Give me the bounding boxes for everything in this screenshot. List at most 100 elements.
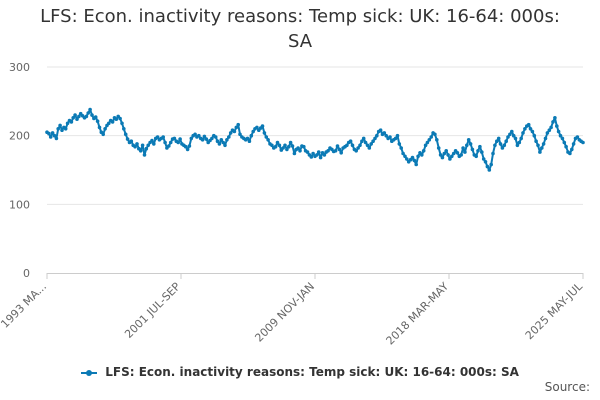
- data-point: [281, 146, 285, 150]
- data-point: [213, 135, 218, 139]
- data-point: [511, 133, 516, 138]
- data-point: [219, 138, 224, 142]
- data-point: [47, 131, 51, 136]
- data-point: [575, 135, 580, 139]
- data-point: [311, 151, 315, 156]
- data-point: [435, 138, 439, 142]
- data-point: [414, 162, 419, 167]
- data-point: [122, 127, 126, 131]
- data-point: [495, 139, 499, 143]
- data-point: [438, 153, 443, 157]
- data-point: [510, 129, 514, 134]
- data-point: [63, 127, 68, 131]
- data-point: [120, 121, 124, 126]
- data-point: [350, 143, 355, 148]
- data-point: [403, 154, 407, 159]
- data-point: [367, 146, 372, 150]
- data-point: [187, 144, 192, 148]
- data-point: [225, 138, 229, 142]
- data-point: [185, 147, 190, 152]
- data-point: [172, 136, 177, 141]
- data-point: [421, 149, 426, 153]
- data-point: [463, 150, 467, 154]
- data-point: [568, 151, 572, 156]
- data-point: [118, 116, 122, 121]
- data-point: [382, 131, 387, 135]
- data-point: [255, 125, 259, 130]
- data-point: [416, 154, 420, 159]
- data-point: [251, 129, 255, 134]
- data-point: [318, 155, 323, 160]
- data-point: [553, 116, 557, 120]
- data-point: [326, 149, 330, 153]
- data-point: [410, 155, 415, 160]
- data-point: [358, 143, 362, 148]
- data-point: [420, 153, 424, 157]
- data-point: [200, 138, 205, 142]
- data-point: [436, 146, 441, 150]
- data-point: [65, 121, 70, 126]
- data-point: [474, 154, 479, 159]
- data-point: [363, 140, 368, 145]
- x-tick-label: 2009 NOV-JAN: [252, 280, 317, 345]
- data-point: [142, 153, 147, 157]
- data-point: [481, 157, 486, 161]
- data-point: [371, 139, 375, 143]
- data-point: [483, 160, 488, 164]
- source-label[interactable]: Source:: [544, 380, 590, 394]
- data-point: [264, 135, 269, 139]
- data-point: [496, 136, 501, 141]
- data-point: [369, 142, 374, 146]
- data-point: [502, 143, 507, 148]
- data-point: [73, 113, 77, 117]
- data-point: [249, 133, 254, 138]
- data-point: [401, 151, 405, 156]
- data-point: [429, 135, 434, 139]
- data-point: [197, 133, 201, 138]
- data-point: [423, 143, 428, 148]
- legend-line-marker-icon: [81, 369, 98, 376]
- chart-title-line-1: LFS: Econ. inactivity reasons: Temp sick…: [40, 6, 560, 27]
- data-point: [221, 140, 225, 145]
- data-point: [526, 122, 531, 127]
- data-point: [560, 136, 565, 141]
- data-point: [543, 136, 548, 141]
- data-point: [129, 139, 134, 143]
- data-point: [202, 134, 207, 139]
- data-point: [152, 142, 156, 146]
- data-point: [223, 143, 227, 148]
- grid-lines: [47, 66, 583, 205]
- data-point: [556, 129, 561, 134]
- data-point: [395, 133, 400, 138]
- data-point: [397, 142, 402, 146]
- data-point: [88, 107, 92, 112]
- legend[interactable]: LFS: Econ. inactivity reasons: Temp sick…: [0, 365, 600, 379]
- data-point: [466, 138, 471, 142]
- data-point: [277, 143, 282, 148]
- data-point: [530, 129, 535, 134]
- data-point: [210, 136, 214, 141]
- legend-label: LFS: Econ. inactivity reasons: Temp sick…: [105, 365, 519, 379]
- x-tick-label: 2001 JUL-SEP: [122, 280, 183, 341]
- data-point: [176, 140, 180, 145]
- data-point: [476, 149, 480, 153]
- data-point: [232, 129, 237, 134]
- data-point: [123, 132, 128, 137]
- data-point: [260, 124, 265, 128]
- data-point: [97, 125, 102, 130]
- y-tick-label: 0: [23, 267, 30, 280]
- data-point: [399, 146, 404, 150]
- data-point: [292, 151, 297, 156]
- data-point: [168, 140, 173, 145]
- data-point: [234, 125, 239, 130]
- data-point: [354, 149, 359, 153]
- data-point: [540, 146, 544, 150]
- data-point: [375, 133, 379, 138]
- x-axis: 1993 MA... 2001 JUL-SEP 2009 NOV-JAN 2018 M…: [0, 273, 586, 348]
- data-point: [506, 135, 510, 139]
- data-point: [288, 140, 293, 145]
- data-point: [90, 113, 94, 117]
- data-point: [515, 143, 520, 148]
- data-point: [161, 135, 165, 139]
- data-point: [167, 144, 171, 148]
